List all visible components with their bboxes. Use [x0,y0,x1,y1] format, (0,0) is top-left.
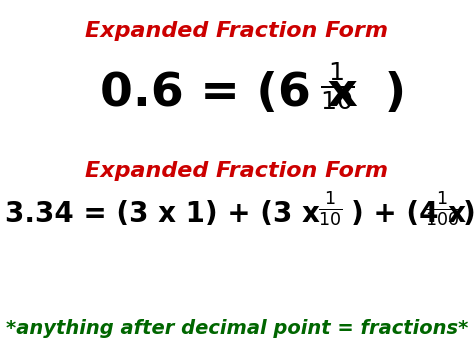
Text: Expanded Fraction Form: Expanded Fraction Form [85,21,389,41]
Text: $\mathregular{\frac{1}{10}}$: $\mathregular{\frac{1}{10}}$ [320,61,354,112]
Text: ): ) [368,71,406,117]
Text: $\mathregular{\frac{1}{100}}$: $\mathregular{\frac{1}{100}}$ [425,190,461,228]
Text: *anything after decimal point = fractions*: *anything after decimal point = fraction… [6,320,468,339]
Text: 0.6 = (6 x: 0.6 = (6 x [100,71,374,117]
Text: $\mathregular{\frac{1}{10}}$: $\mathregular{\frac{1}{10}}$ [318,190,342,228]
Text: Expanded Fraction Form: Expanded Fraction Form [85,161,389,181]
Text: 3.34 = (3 x 1) + (3 x: 3.34 = (3 x 1) + (3 x [5,200,320,228]
Text: ) + (4 x: ) + (4 x [351,200,466,228]
Text: ): ) [463,200,474,228]
